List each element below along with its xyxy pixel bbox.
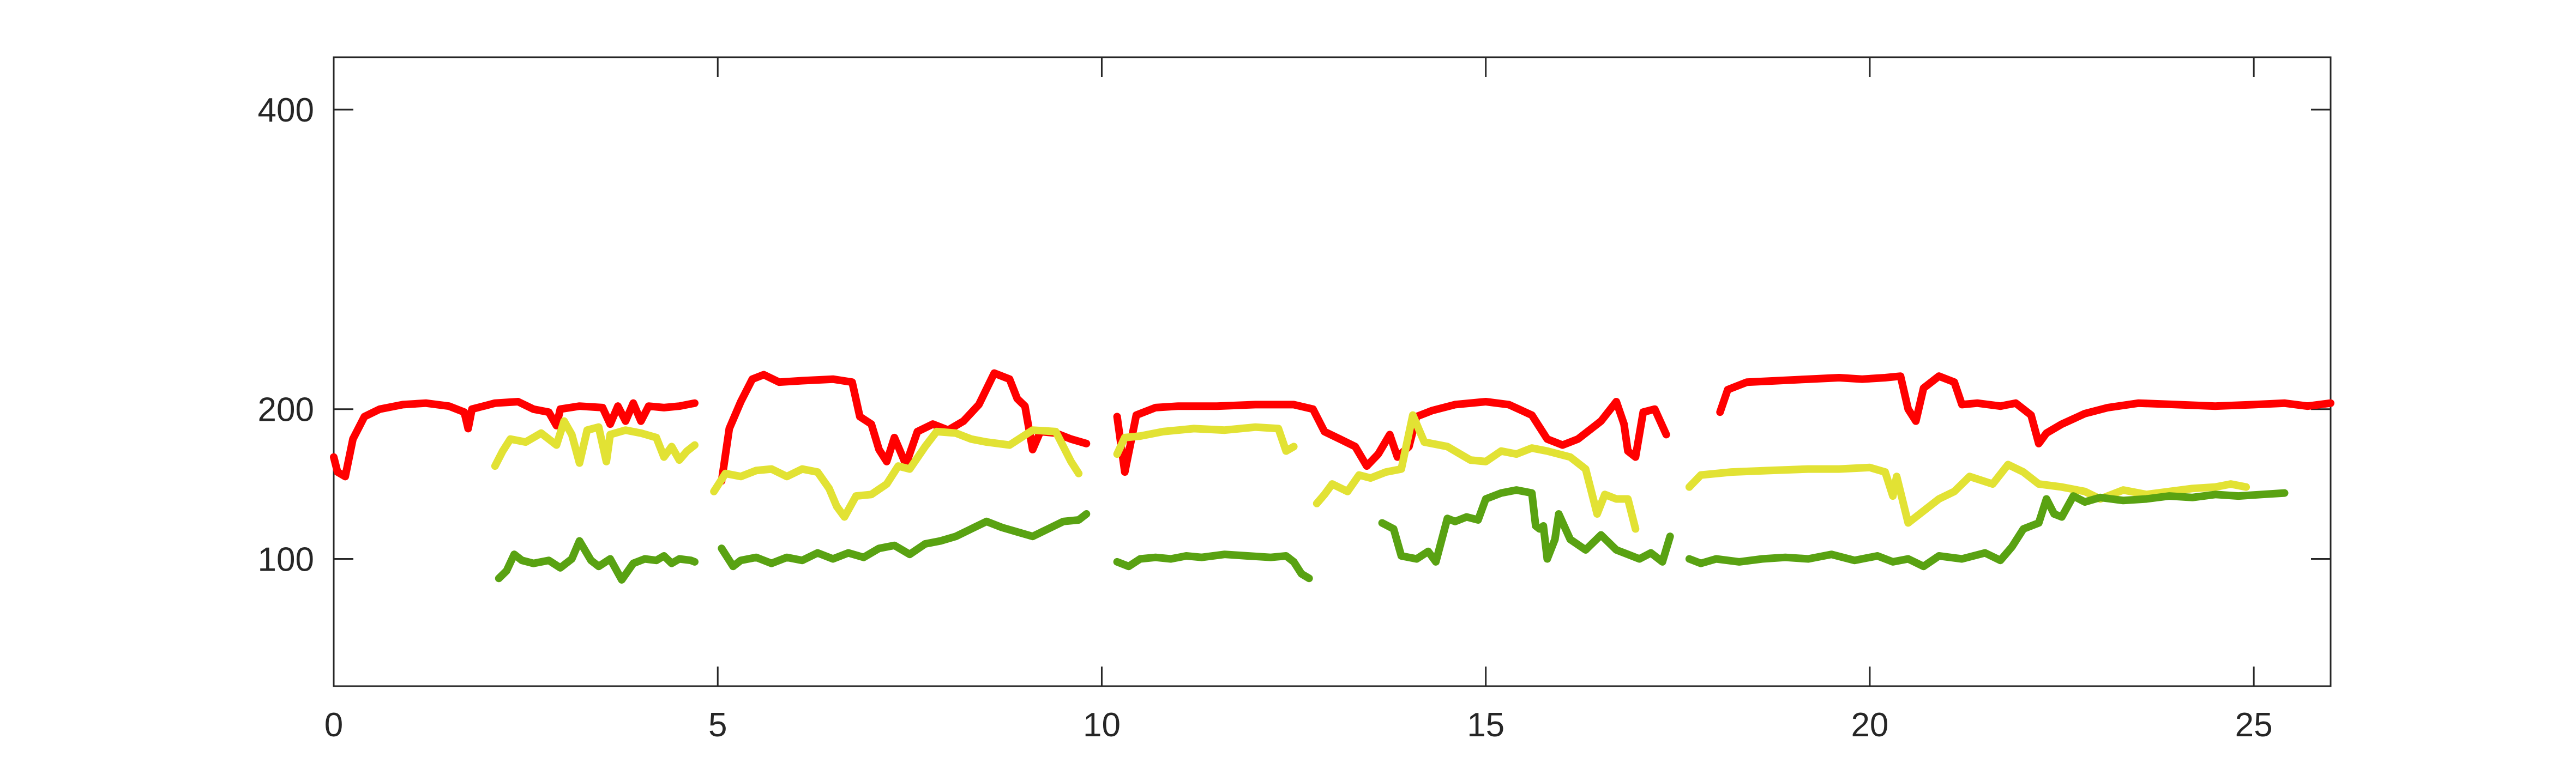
series-0 <box>330 369 2334 485</box>
y-axis-ticks: 100 200 400 <box>258 92 2331 578</box>
series-0-segment-0 <box>330 398 699 481</box>
plot-area-border <box>333 56 2332 687</box>
x-axis-ticks: 0 5 10 15 20 25 <box>324 57 2273 744</box>
series-2-segment-0 <box>495 537 699 584</box>
axes-frame <box>333 56 2332 687</box>
series-1-segment-1 <box>710 426 1083 521</box>
x-tick-label: 15 <box>1467 706 1504 744</box>
series-1-segment-4 <box>1685 461 2250 527</box>
x-tick-label: 10 <box>1083 706 1121 744</box>
y-tick-label: 100 <box>258 541 314 578</box>
series-2-segment-3 <box>1378 486 1674 566</box>
x-tick-label: 20 <box>1851 706 1888 744</box>
series-2-segment-1 <box>718 510 1091 571</box>
x-tick-label: 0 <box>324 706 343 744</box>
y-tick-label: 400 <box>258 92 314 129</box>
x-tick-label: 5 <box>708 706 727 744</box>
y-tick-label: 200 <box>258 391 314 429</box>
series-1-segment-2 <box>1113 423 1298 458</box>
series-0-segment-3 <box>1716 372 2334 447</box>
x-tick-label: 25 <box>2235 706 2273 744</box>
series-2 <box>495 486 2289 584</box>
series-layer <box>330 369 2334 584</box>
series-2-segment-4 <box>1685 489 2289 571</box>
series-1 <box>491 411 2250 533</box>
series-1-segment-3 <box>1313 411 1640 533</box>
series-2-segment-2 <box>1113 550 1313 583</box>
series-1-segment-0 <box>491 417 699 470</box>
series-0-segment-2 <box>1113 398 1670 476</box>
